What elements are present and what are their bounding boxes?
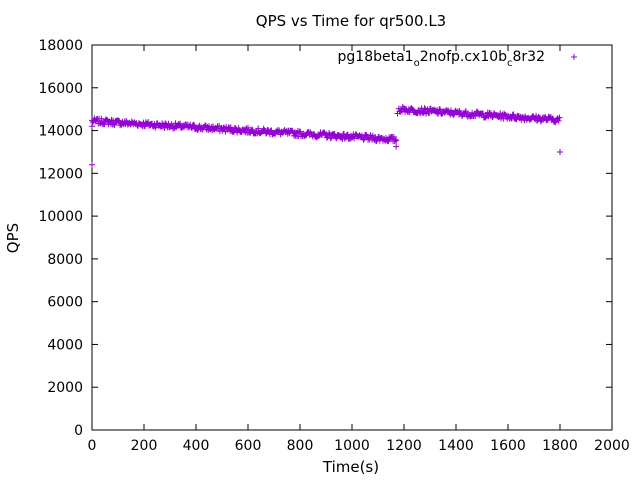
y-tick-label: 6000 xyxy=(47,295,83,311)
data-point xyxy=(557,148,563,155)
x-axis-label: Time(s) xyxy=(322,458,379,476)
data-point xyxy=(472,113,479,120)
data-point xyxy=(555,117,562,124)
data-point xyxy=(556,114,563,121)
legend-label-part: pg18beta1 xyxy=(338,49,414,65)
data-point xyxy=(462,108,469,115)
legend-marker-glyph xyxy=(571,54,577,60)
data-point xyxy=(480,110,487,117)
data-point xyxy=(327,135,334,142)
data-point xyxy=(510,111,517,118)
x-tick-label: 400 xyxy=(183,438,210,454)
legend-label-subscript: o xyxy=(414,58,420,69)
x-tick-label: 1600 xyxy=(490,438,526,454)
y-tick-label: 16000 xyxy=(38,81,83,97)
data-point xyxy=(394,110,401,117)
data-point xyxy=(344,132,351,139)
data-point xyxy=(340,130,347,137)
data-point xyxy=(249,126,256,133)
x-tick-label: 600 xyxy=(235,438,262,454)
x-tick-label: 1000 xyxy=(334,438,370,454)
data-point xyxy=(89,123,95,130)
x-axis-ticks: 0 200 400 600 800 1000 1200 1400 1600 1800 2000 xyxy=(88,45,630,454)
data-point xyxy=(392,136,399,143)
x-tick-label: 0 xyxy=(88,438,97,454)
data-point xyxy=(393,143,400,150)
x-tick-label: 1400 xyxy=(438,438,474,454)
y-axis-label: QPS xyxy=(4,223,22,253)
legend-label: pg18beta1o2nofp.cx10bc8r32 xyxy=(338,49,545,69)
data-point xyxy=(98,115,105,122)
data-point xyxy=(361,135,368,142)
y-axis-ticks: 0 2000 4000 6000 8000 10000 12000 14000 16000 180… xyxy=(38,38,612,439)
y-tick-label: 2000 xyxy=(47,380,83,396)
data-point xyxy=(393,137,400,144)
data-point xyxy=(191,122,198,129)
x-tick-label: 1200 xyxy=(386,438,422,454)
data-point xyxy=(344,131,351,138)
legend-marker xyxy=(571,54,577,60)
y-tick-label: 4000 xyxy=(47,337,83,353)
data-point xyxy=(89,161,95,168)
y-tick-label: 18000 xyxy=(38,38,83,54)
data-point xyxy=(421,105,428,112)
data-point xyxy=(255,125,262,132)
data-point xyxy=(437,106,444,113)
y-tick-label: 8000 xyxy=(47,252,83,268)
data-point xyxy=(450,111,457,118)
data-point xyxy=(227,124,234,131)
plot-frame xyxy=(91,44,613,431)
legend-label-part: 2nofp.cx10b xyxy=(420,49,507,65)
x-tick-label: 200 xyxy=(131,438,158,454)
y-tick-label: 14000 xyxy=(38,124,83,140)
data-point xyxy=(302,132,309,139)
data-point xyxy=(333,135,340,142)
legend-label-part: 8r32 xyxy=(513,49,545,65)
data-point xyxy=(245,124,251,131)
x-tick-label: 800 xyxy=(287,438,314,454)
data-point xyxy=(262,130,269,137)
data-point xyxy=(111,121,118,128)
legend-label-subscript: c xyxy=(507,58,513,69)
legend: pg18beta1o2nofp.cx10bc8r32 xyxy=(338,49,577,69)
x-tick-label: 2000 xyxy=(594,438,630,454)
y-tick-label: 10000 xyxy=(38,209,83,225)
data-point xyxy=(110,121,117,128)
y-tick-label: 12000 xyxy=(38,166,83,182)
y-tick-label: 0 xyxy=(74,423,83,439)
chart-title: QPS vs Time for qr500.L3 xyxy=(256,12,446,30)
data-points xyxy=(89,103,563,168)
x-tick-label: 1800 xyxy=(542,438,578,454)
